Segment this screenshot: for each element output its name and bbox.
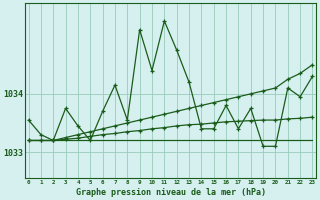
X-axis label: Graphe pression niveau de la mer (hPa): Graphe pression niveau de la mer (hPa) <box>76 188 266 197</box>
